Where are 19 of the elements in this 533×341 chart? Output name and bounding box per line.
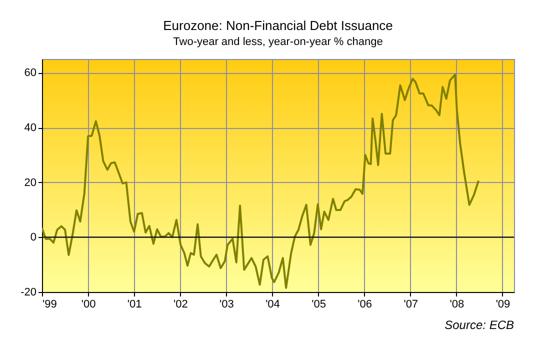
x-tick-label: '09 [496, 298, 510, 310]
source-note: Source: ECB [444, 318, 514, 332]
chart-title: Eurozone: Non-Financial Debt Issuance [163, 18, 393, 33]
x-tick-label: '06 [358, 298, 372, 310]
y-tick-label: -20 [20, 286, 36, 298]
x-tick-label: '07 [404, 298, 418, 310]
chart-subtitle: Two-year and less, year-on-year % change [173, 36, 383, 48]
y-tick-label: 40 [24, 122, 36, 134]
x-tick-label: '05 [312, 298, 326, 310]
x-tick-label: '04 [266, 298, 280, 310]
y-tick-label: 60 [24, 67, 36, 80]
x-tick-label: '00 [81, 298, 96, 310]
x-tick-label: '99 [42, 298, 57, 310]
x-tick-label: '01 [127, 298, 142, 310]
x-tick-label: '03 [220, 298, 234, 310]
x-tick-label: '02 [173, 298, 188, 310]
x-tick-label: '08 [450, 298, 464, 310]
y-tick-label: 20 [24, 176, 36, 189]
y-tick-label: 0 [30, 232, 36, 244]
